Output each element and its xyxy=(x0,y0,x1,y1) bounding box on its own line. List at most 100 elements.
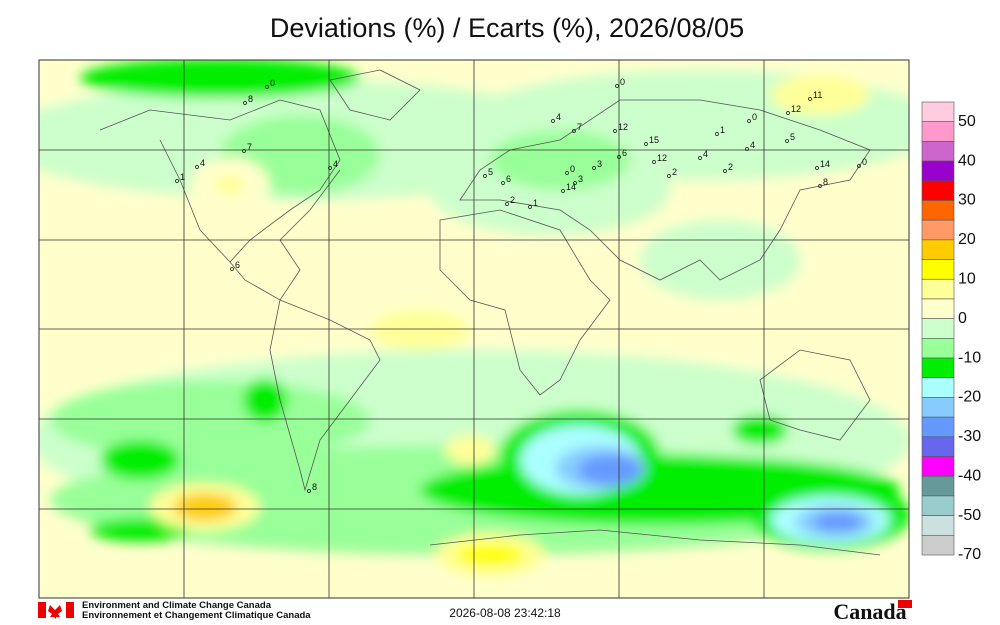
colorbar-swatch xyxy=(921,397,955,418)
colorbar-swatch xyxy=(921,101,955,122)
station-marker xyxy=(328,166,332,170)
station-marker xyxy=(528,205,532,209)
colorbar-swatch xyxy=(921,318,955,339)
colorbar-label: 0 xyxy=(958,310,967,327)
colorbar-swatch xyxy=(921,515,955,536)
station-value: 1 xyxy=(533,198,538,208)
station-marker xyxy=(747,119,751,123)
graticule xyxy=(39,60,909,598)
station-value: 2 xyxy=(510,195,515,205)
station-marker xyxy=(617,155,621,159)
colorbar-label: 10 xyxy=(958,270,976,287)
station-value: 12 xyxy=(618,122,628,132)
colorbar-swatch xyxy=(921,180,955,201)
colorbar: 50 40 30 20 10 0 -10 -20 -30 -40 -50 -70 xyxy=(921,101,981,563)
station-marker xyxy=(565,171,569,175)
colorbar-swatch xyxy=(921,475,955,497)
station-value: 7 xyxy=(577,122,582,132)
station-value: 0 xyxy=(862,157,867,167)
colorbar-label: -50 xyxy=(958,507,981,524)
deviation-field xyxy=(39,60,909,577)
station-marker xyxy=(715,132,719,136)
station-marker xyxy=(592,166,596,170)
station-marker xyxy=(745,147,749,151)
station-marker xyxy=(265,85,269,89)
timestamp: 2026-08-08 23:42:18 xyxy=(449,606,561,620)
colorbar-swatch xyxy=(921,357,955,379)
colorbar-swatch xyxy=(921,416,955,438)
station-marker xyxy=(573,181,577,185)
station-marker xyxy=(723,169,727,173)
station-value: 4 xyxy=(703,149,708,159)
colorbar-swatch xyxy=(921,535,955,556)
station-value: 0 xyxy=(752,112,757,122)
station-marker xyxy=(652,160,656,164)
map-frame xyxy=(38,59,910,599)
colorbar-label: 20 xyxy=(958,231,976,248)
station-value: 5 xyxy=(790,132,795,142)
station-value: 8 xyxy=(823,177,828,187)
colorbar-swatch xyxy=(921,160,955,182)
agency-en: Environment and Climate Change Canada xyxy=(82,600,272,611)
agency-fr: Environnement et Changement Climatique C… xyxy=(82,610,311,621)
station-marker xyxy=(551,119,555,123)
colorbar-swatch xyxy=(921,436,955,457)
station-value: 0 xyxy=(570,164,575,174)
colorbar-swatch xyxy=(921,456,955,477)
colorbar-label: 50 xyxy=(958,113,976,130)
colorbar-swatch xyxy=(921,141,955,162)
station-marker xyxy=(615,84,619,88)
title: Deviations (%) / Ecarts (%), 2026/08/05 xyxy=(270,13,744,43)
colorbar-swatch xyxy=(921,259,955,280)
station-marker xyxy=(667,174,671,178)
station-marker xyxy=(857,164,861,168)
station-value: 2 xyxy=(728,162,733,172)
station-marker xyxy=(243,101,247,105)
station-marker xyxy=(572,129,576,133)
station-value: 7 xyxy=(247,142,252,152)
footer: Environment and Climate Change Canada En… xyxy=(38,599,912,624)
station-marker xyxy=(195,165,199,169)
station-value: 4 xyxy=(200,158,205,168)
station-marker xyxy=(785,139,789,143)
colorbar-label: 40 xyxy=(958,152,976,169)
colorbar-label: -10 xyxy=(958,349,981,366)
station-value: 1 xyxy=(720,125,725,135)
station-value: 4 xyxy=(556,112,561,122)
station-value: 8 xyxy=(312,482,317,492)
station-marker xyxy=(613,129,617,133)
colorbar-label: 30 xyxy=(958,192,976,209)
station-value: 0 xyxy=(270,78,275,88)
station-value: 3 xyxy=(578,174,583,184)
colorbar-swatch xyxy=(921,121,955,142)
station-marker xyxy=(818,184,822,188)
station-value: 8 xyxy=(248,94,253,104)
station-value: 4 xyxy=(333,159,338,169)
station-marker xyxy=(307,489,311,493)
station-value: 0 xyxy=(620,77,625,87)
colorbar-label: -30 xyxy=(958,428,981,445)
station-value: 6 xyxy=(622,148,627,158)
colorbar-label: -40 xyxy=(958,467,981,484)
coastlines xyxy=(99,69,881,556)
station-marker xyxy=(242,149,246,153)
colorbar-swatch xyxy=(921,239,955,260)
station-value: 2 xyxy=(672,167,677,177)
colorbar-swatch xyxy=(921,200,955,221)
station-value: 12 xyxy=(791,104,801,114)
station-value: 12 xyxy=(657,153,667,163)
station-value: 5 xyxy=(488,167,493,177)
station-marker xyxy=(505,202,509,206)
station-marker xyxy=(698,156,702,160)
colorbar-swatch xyxy=(921,495,955,516)
station-marker xyxy=(808,97,812,101)
station-marker xyxy=(483,174,487,178)
colorbar-swatch xyxy=(921,298,955,319)
station-value: 1 xyxy=(180,172,185,182)
station-value: 15 xyxy=(649,135,659,145)
colorbar-label: -20 xyxy=(958,389,981,406)
station-marker xyxy=(175,179,179,183)
